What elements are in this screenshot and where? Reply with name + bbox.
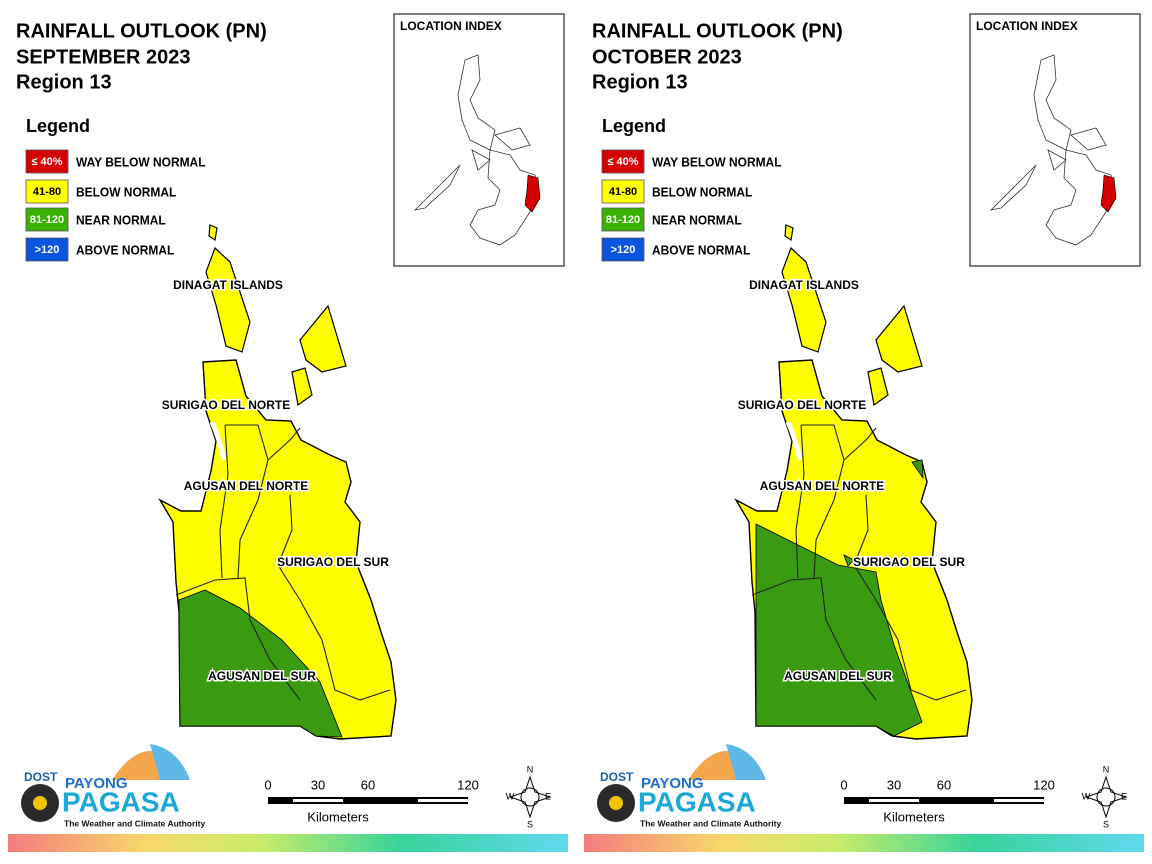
legend-range: 41-80: [609, 186, 637, 198]
legend-label: ABOVE NORMAL: [76, 243, 175, 258]
logo-brand: PAGASA: [638, 786, 756, 817]
inset-map: [989, 54, 1117, 246]
month: OCTOBER 2023: [592, 46, 742, 68]
legend-swatch: [601, 207, 645, 232]
logo-seal-center: [609, 796, 623, 810]
legend-range: 41-80: [33, 186, 61, 198]
logo-tagline: The Weather and Climate Authority: [64, 818, 205, 828]
inset-map: [413, 54, 541, 246]
legend-swatch: [25, 179, 69, 204]
legend-swatch: [25, 149, 69, 174]
legend-range: 81-120: [606, 214, 640, 226]
compass-letter: W: [506, 791, 515, 801]
scale-segment: [994, 799, 1044, 802]
region: Region 13: [592, 71, 688, 93]
province-label: DINAGAT ISLANDS: [749, 278, 859, 292]
legend-label: NEAR NORMAL: [652, 213, 742, 228]
legend-swatch: [601, 237, 645, 262]
logo-tagline: The Weather and Climate Authority: [640, 818, 781, 828]
legend-range: >120: [35, 244, 60, 256]
logo-agency: DOST: [600, 770, 634, 784]
region: Region 13: [16, 71, 112, 93]
province-label: SURIGAO DEL NORTE: [738, 398, 866, 412]
compass-letter: E: [545, 791, 551, 801]
province-label: AGUSAN DEL NORTE: [184, 479, 308, 493]
inset-highlight: [1100, 174, 1117, 213]
compass-letter: S: [527, 819, 533, 829]
province-label: AGUSAN DEL SUR: [784, 669, 892, 683]
province-label: AGUSAN DEL NORTE: [760, 479, 884, 493]
scale-tick: 0: [264, 777, 271, 792]
legend-label: ABOVE NORMAL: [652, 243, 751, 258]
scale-segment: [418, 799, 468, 802]
map-panel: RAINFALL OUTLOOK (PN) OCTOBER 2023 Region …: [584, 13, 1144, 852]
scale-segment: [318, 799, 343, 802]
legend-swatch: [601, 179, 645, 204]
province-label: SURIGAO DEL NORTE: [162, 398, 290, 412]
scale-tick: 0: [840, 777, 847, 792]
compass-rose: [508, 775, 552, 819]
logo-umbrella-blue: [150, 744, 190, 780]
scale-segment: [293, 799, 318, 802]
inset-title: LOCATION INDEX: [400, 19, 502, 33]
compass-letter: W: [1082, 791, 1091, 801]
month: SEPTEMBER 2023: [16, 46, 191, 68]
scale-tick: 30: [887, 777, 901, 792]
logo-brand-top: PAYONG: [65, 775, 128, 792]
legend-label: WAY BELOW NORMAL: [652, 155, 782, 170]
inset-highlight: [524, 174, 541, 213]
scale-segment: [894, 799, 919, 802]
scale-tick: 60: [937, 777, 951, 792]
legend-label: NEAR NORMAL: [76, 213, 166, 228]
logo-umbrella-blue: [726, 744, 766, 780]
legend-swatch: [25, 207, 69, 232]
legend-swatch: [601, 149, 645, 174]
legend-title: Legend: [602, 116, 666, 136]
scale-unit: Kilometers: [307, 809, 369, 824]
near-normal-area: [755, 459, 924, 737]
footer-band: [584, 834, 1144, 852]
legend-label: WAY BELOW NORMAL: [76, 155, 206, 170]
compass-letter: N: [527, 764, 534, 774]
compass-letter: N: [1103, 764, 1110, 774]
legend-swatch: [25, 237, 69, 262]
compass-ring: [520, 787, 540, 807]
legend-range: >120: [611, 244, 636, 256]
scale-segment: [869, 799, 894, 802]
logo-brand-top: PAYONG: [641, 775, 704, 792]
legend-label: BELOW NORMAL: [76, 185, 177, 200]
logo-agency: DOST: [24, 770, 58, 784]
legend-label: BELOW NORMAL: [652, 185, 753, 200]
title: RAINFALL OUTLOOK (PN): [16, 20, 267, 42]
scale-bar: [844, 797, 1044, 804]
compass-letter: S: [1103, 819, 1109, 829]
compass-rose: [1084, 775, 1128, 819]
scale-unit: Kilometers: [883, 809, 945, 824]
province-label: DINAGAT ISLANDS: [173, 278, 283, 292]
province-label: SURIGAO DEL SUR: [277, 555, 389, 569]
scale-tick: 120: [1033, 777, 1055, 792]
near-normal-area: [178, 589, 343, 738]
footer-band: [8, 834, 568, 852]
logo-brand: PAGASA: [62, 786, 180, 817]
scale-bar: [268, 797, 468, 804]
scale-tick: 120: [457, 777, 479, 792]
province-label: SURIGAO DEL SUR: [853, 555, 965, 569]
compass-ring: [1096, 787, 1116, 807]
title: RAINFALL OUTLOOK (PN): [592, 20, 843, 42]
legend-title: Legend: [26, 116, 90, 136]
inset-title: LOCATION INDEX: [976, 19, 1078, 33]
province-label: AGUSAN DEL SUR: [208, 669, 316, 683]
legend-range: ≤ 40%: [607, 156, 638, 168]
compass-letter: E: [1121, 791, 1127, 801]
scale-tick: 60: [361, 777, 375, 792]
legend-range: 81-120: [30, 214, 64, 226]
logo-seal-center: [33, 796, 47, 810]
map-panel: RAINFALL OUTLOOK (PN) SEPTEMBER 2023 Regio…: [8, 13, 568, 852]
legend-range: ≤ 40%: [31, 156, 62, 168]
scale-tick: 30: [311, 777, 325, 792]
